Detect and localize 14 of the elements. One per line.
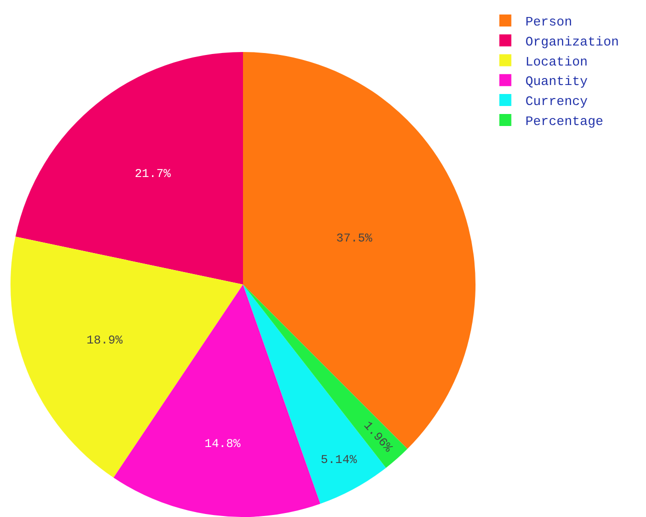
data-label: 5.14%: [320, 453, 358, 468]
data-label: 18.9%: [86, 334, 124, 348]
data-label: 21.7%: [134, 166, 172, 181]
legend-label: Person: [525, 14, 572, 30]
legend-label: Quantity: [525, 74, 588, 90]
legend-label: Organization: [525, 34, 619, 50]
data-label: 37.5%: [336, 231, 374, 246]
legend-label: Location: [525, 54, 588, 70]
pie-slice: [243, 284, 408, 468]
pie-slice: [10, 236, 243, 478]
data-label: 14.8%: [204, 436, 242, 451]
legend-label: Currency: [525, 94, 588, 110]
pie-slice: [15, 52, 243, 284]
legend-label: Percentage: [525, 114, 604, 130]
